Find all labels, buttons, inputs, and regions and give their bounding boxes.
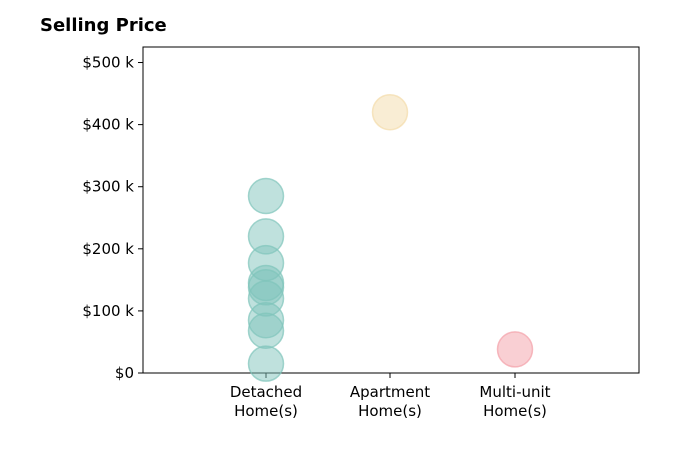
y-tick-label: $100 k	[82, 302, 134, 320]
data-point	[247, 177, 285, 215]
y-tick-label: $500 k	[82, 54, 134, 72]
y-tick-label: $0	[115, 364, 134, 382]
data-point	[247, 345, 285, 382]
data-point	[371, 93, 409, 131]
data-point	[496, 331, 534, 368]
plot-frame	[142, 46, 640, 374]
x-tick-label: Multi-unit Home(s)	[479, 383, 550, 420]
x-tick-label: Apartment Home(s)	[350, 383, 430, 420]
chart-title: Selling Price	[40, 15, 167, 36]
y-tick-label: $300 k	[82, 178, 134, 196]
y-tick-label: $400 k	[82, 116, 134, 134]
y-tick-label: $200 k	[82, 240, 134, 258]
x-tick-label: Detached Home(s)	[230, 383, 302, 420]
data-point	[247, 312, 285, 350]
